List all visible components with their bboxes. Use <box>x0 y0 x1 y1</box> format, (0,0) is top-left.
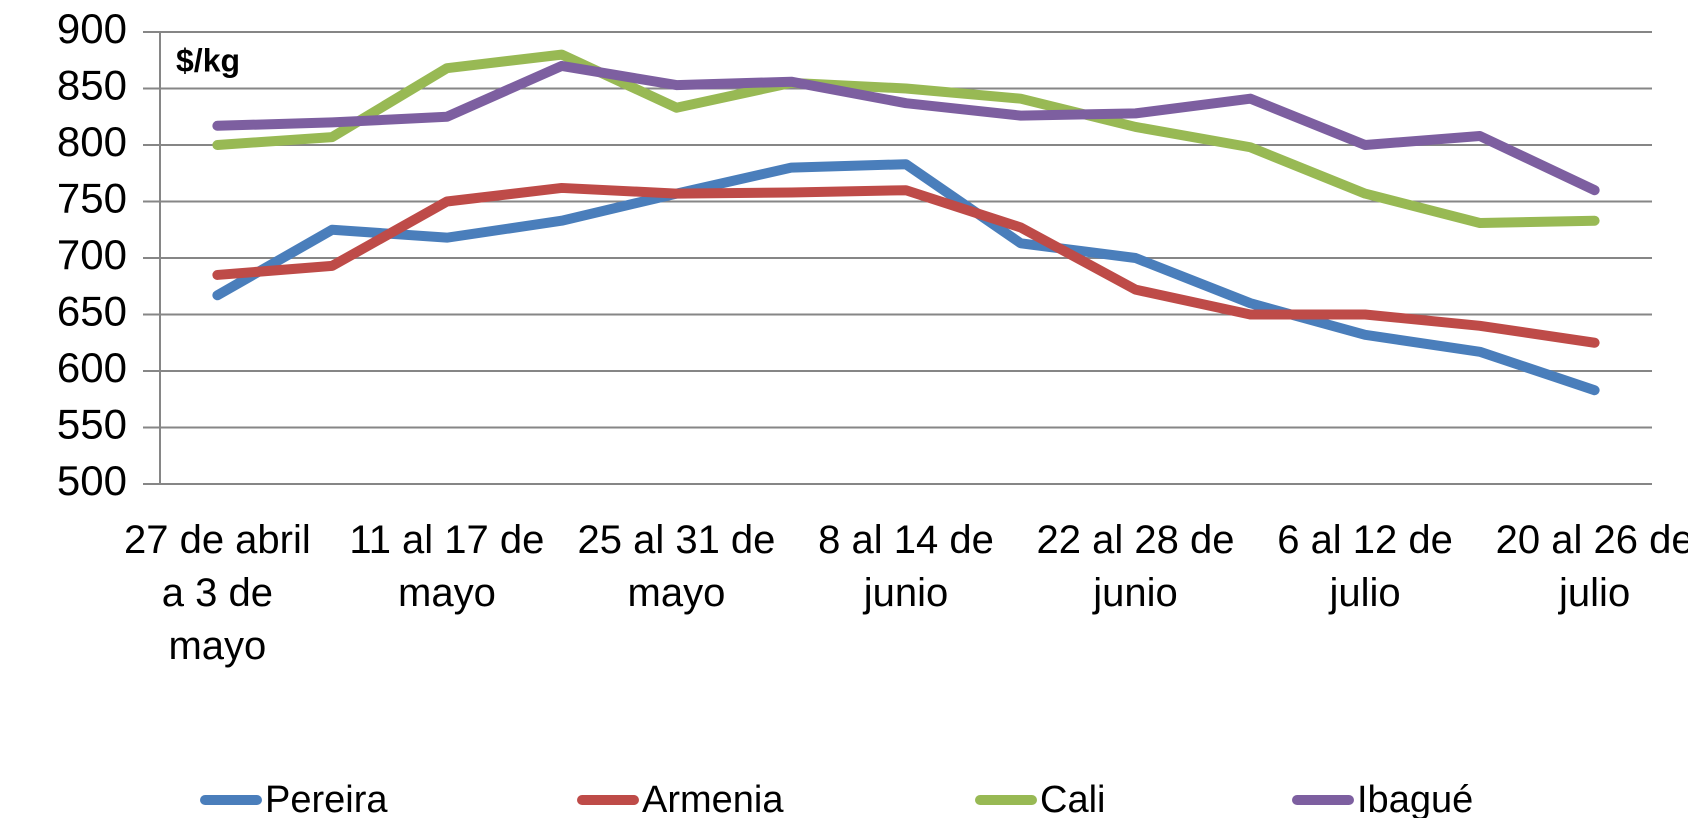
x-tick-label: 22 al 28 de junio <box>1036 518 1235 615</box>
plot: 500 550 600 650 700 750 800 850 900 Pereira Armeni… <box>57 5 1652 818</box>
series-line <box>212 49 1600 228</box>
series-line <box>212 159 1600 396</box>
series-line <box>212 60 1600 196</box>
x-tick-label: 8 al 14 de junio <box>818 518 994 615</box>
y-tick-label: 850 <box>57 62 127 109</box>
x-tick-label: 20 al 26 de julio <box>1495 518 1688 615</box>
x-tick-label: 27 de abril a 3 de mayo <box>123 518 311 668</box>
legend-label: Armenia <box>642 779 784 818</box>
y-tick-label: 500 <box>57 457 127 504</box>
y-tick-label: 650 <box>57 288 127 335</box>
y-tick-label: 550 <box>57 401 127 448</box>
y-tick-label: 750 <box>57 175 127 222</box>
legend-label: Cali <box>1040 779 1105 818</box>
x-tick-label: 11 al 17 de mayo <box>349 518 545 615</box>
unit-annotation: $/kg <box>176 42 240 78</box>
y-tick-label: 600 <box>57 344 127 391</box>
y-tick-label: 700 <box>57 231 127 278</box>
x-tick-label: 6 al 12 de julio <box>1277 518 1453 615</box>
legend-label: Ibagué <box>1357 779 1473 818</box>
legend-label: Pereira <box>265 779 388 818</box>
y-tick-label: 800 <box>57 118 127 165</box>
x-tick-label: 25 al 31 de mayo <box>577 518 776 615</box>
y-tick-label: 900 <box>57 5 127 52</box>
series-line <box>212 182 1600 348</box>
